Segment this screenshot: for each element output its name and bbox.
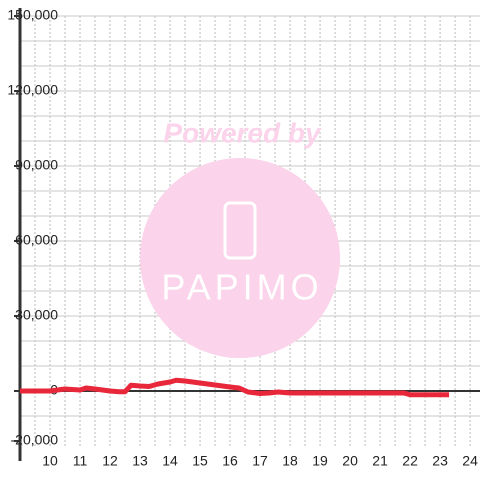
x-tick-label: 17 [252, 453, 268, 469]
y-tick-label: -20,000 [11, 432, 59, 448]
x-tick-label: 14 [162, 453, 178, 469]
y-tick-label: 60,000 [15, 232, 58, 248]
y-tick-label: 120,000 [7, 82, 58, 98]
x-tick-label: 19 [312, 453, 328, 469]
x-tick-label: 12 [102, 453, 118, 469]
x-tick-label: 13 [132, 453, 148, 469]
watermark-text: Powered by [163, 117, 322, 148]
watermark-phone [223, 201, 257, 260]
y-tick-label: 150,000 [7, 7, 58, 23]
watermark-text: PAPIMO [161, 267, 322, 308]
x-tick-label: 23 [432, 453, 448, 469]
y-tick-label: 90,000 [15, 157, 58, 173]
y-tick-label: 30,000 [15, 307, 58, 323]
data-line [20, 377, 450, 398]
x-tick-label: 10 [42, 453, 58, 469]
x-tick-label: 16 [222, 453, 238, 469]
x-tick-label: 22 [402, 453, 418, 469]
x-tick-label: 24 [462, 453, 478, 469]
x-tick-label: 11 [73, 453, 88, 469]
x-tick-label: 20 [342, 453, 358, 469]
x-tick-label: 21 [372, 453, 388, 469]
x-tick-label: 18 [282, 453, 298, 469]
x-tick-label: 15 [192, 453, 208, 469]
